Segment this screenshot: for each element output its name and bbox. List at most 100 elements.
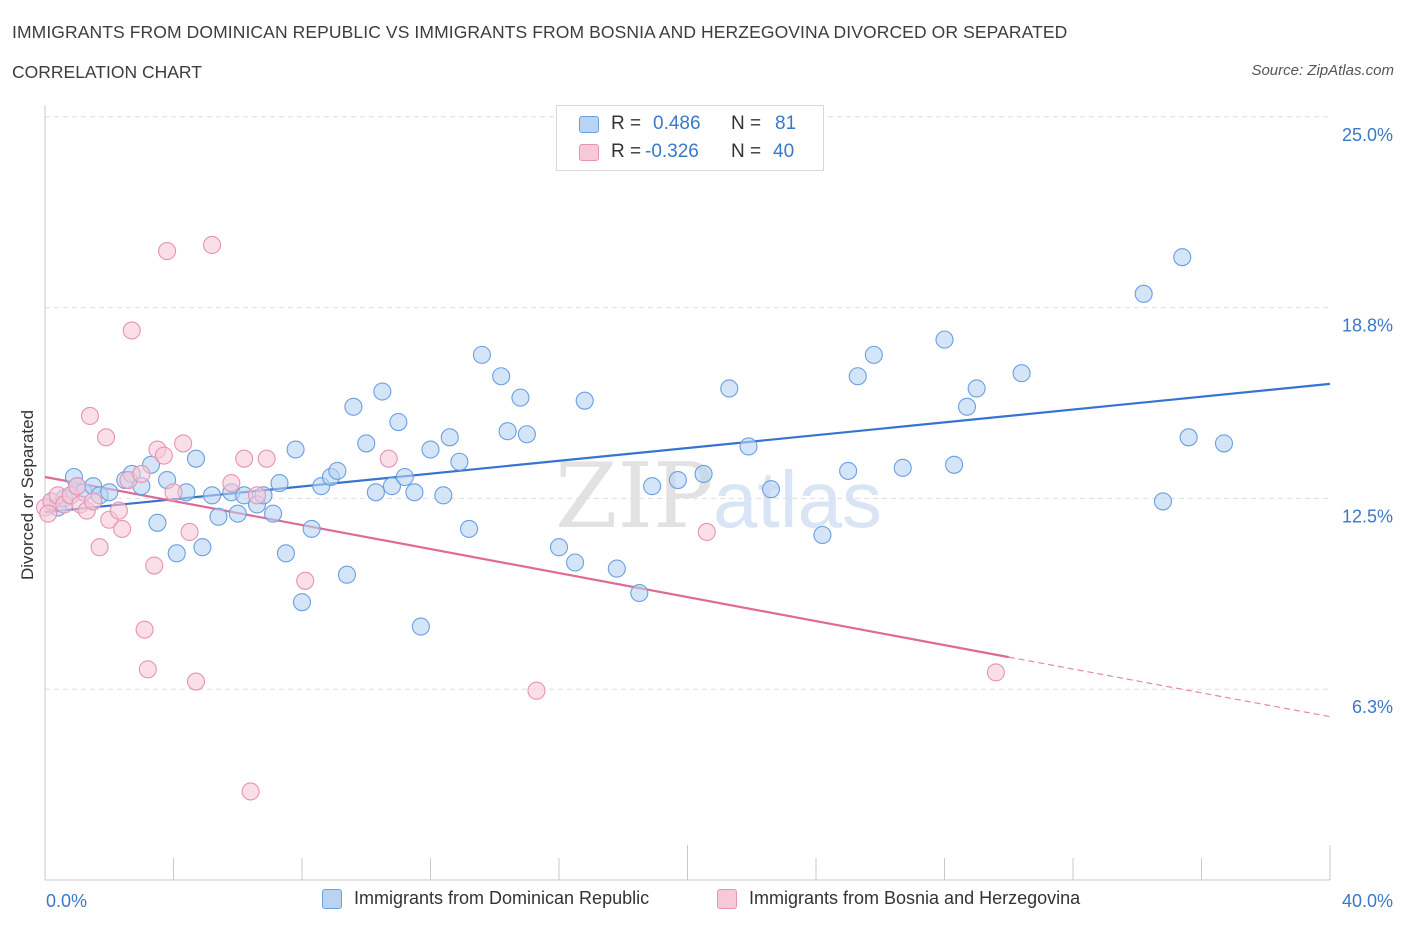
point-s0-75 [967,379,986,398]
y-tick-label-3: 6.3% [1352,697,1393,717]
trend-line-dashed-1 [1008,656,1331,718]
r-key: R = [611,141,642,162]
y-tick-label-1: 18.8% [1342,316,1393,336]
point-s1-34 [379,449,398,468]
y-tick-label-2: 12.5% [1342,506,1393,526]
point-s1-36 [697,522,716,542]
point-s1-35 [527,681,546,700]
point-s1-24 [174,434,193,453]
point-s1-25 [180,522,199,542]
point-s0-41 [382,477,402,496]
point-s0-21 [209,507,228,526]
point-s1-21 [154,446,173,465]
point-s0-43 [395,467,414,487]
axes [44,105,1331,881]
n-key: N = [731,141,762,162]
legend-label-dominican: Immigrants from Dominican Republic [354,888,650,908]
point-s1-38 [39,504,58,523]
stats-row-dominican: R = 0.486 N = 81 [579,111,796,137]
dominican-swatch [579,115,599,133]
point-s0-59 [607,559,626,578]
point-s0-64 [720,379,739,398]
legend-item-bosnia: Immigrants from Bosnia and Herzegovina [717,888,1080,909]
point-s0-31 [302,519,321,538]
watermark: ZIP atlas [555,444,882,549]
stats-legend: R = 0.486 N = 81 R = -0.326 N = 40 [556,105,824,171]
point-s0-19 [193,538,212,557]
y-tick-label-0: 25.0% [1342,125,1393,145]
point-s0-14 [148,513,167,532]
stats-row-bosnia: R = -0.326 N = 40 [579,139,794,165]
point-s0-29 [276,544,295,563]
legend-swatch-bosnia [717,888,737,909]
point-s0-27 [264,504,283,523]
bosnia-swatch [579,143,599,161]
watermark-zip: ZIP [555,444,714,549]
point-s1-12 [109,501,128,520]
point-s1-16 [132,464,151,484]
r-key: R = [611,113,642,134]
point-s1-33 [296,571,315,590]
legend-label-bosnia: Immigrants from Bosnia and Herzegovina [749,888,1081,908]
point-s0-69 [848,367,867,386]
point-s0-40 [373,382,392,401]
chart-title: IMMIGRANTS FROM DOMINICAN REPUBLIC VS IM… [12,22,1068,42]
point-s0-63 [694,464,713,484]
point-s0-18 [186,449,206,468]
point-s1-23 [164,483,183,502]
point-s1-8 [80,406,100,425]
point-s0-52 [492,367,511,386]
chart-subtitle: CORRELATION CHART [12,62,202,82]
legend-swatch-dominican [322,888,342,909]
point-s0-56 [549,538,569,557]
point-s0-47 [434,486,453,505]
point-s0-20 [203,486,222,505]
point-s1-19 [145,556,164,575]
point-s0-44 [405,483,424,502]
point-s0-60 [630,583,649,603]
point-s0-50 [459,519,479,538]
point-s1-28 [222,474,241,493]
point-s0-9 [100,483,119,502]
r-value-dominican: 0.486 [653,113,701,134]
point-s0-70 [864,345,883,364]
point-s1-10 [96,428,116,447]
x-tick-label-0: 0.0% [46,891,87,911]
trend-line-1 [44,475,1009,659]
point-s0-35 [328,461,347,480]
point-s0-36 [337,565,357,584]
point-s0-68 [839,461,858,480]
x-tick-label-1: 40.0% [1342,891,1393,911]
point-s0-54 [511,388,530,407]
point-s1-32 [257,449,276,468]
n-value-dominican: 81 [775,113,797,134]
y-axis-label: Divorced or Separated [18,410,37,580]
point-s0-79 [1179,428,1198,447]
legend-item-dominican: Immigrants from Dominican Republic [322,888,649,909]
point-s1-27 [203,235,222,255]
point-s0-57 [566,553,585,572]
source-label: Source: ZipAtlas.com [1251,62,1394,79]
n-key: N = [731,113,762,134]
point-s0-61 [643,477,662,496]
point-s1-30 [241,782,260,801]
point-s1-17 [135,620,154,639]
point-s0-80 [1173,248,1192,267]
point-s1-39 [84,492,103,511]
point-s1-9 [90,538,109,557]
trend-lines [44,382,1331,718]
r-value-bosnia: -0.326 [645,141,699,162]
point-s0-62 [668,471,687,490]
point-s0-32 [292,593,312,612]
tick-labels: 25.0% 18.8% 12.5% 6.3% 0.0% 40.0% [46,125,1393,911]
point-s1-15 [122,321,141,340]
point-s0-55 [517,425,536,444]
point-s1-31 [247,486,267,505]
point-s1-22 [158,242,177,261]
point-s1-26 [186,672,206,691]
point-s0-78 [1153,492,1172,511]
point-s1-5 [68,477,87,496]
point-s0-45 [411,617,430,636]
point-s0-37 [344,397,363,416]
point-s0-28 [270,474,289,493]
